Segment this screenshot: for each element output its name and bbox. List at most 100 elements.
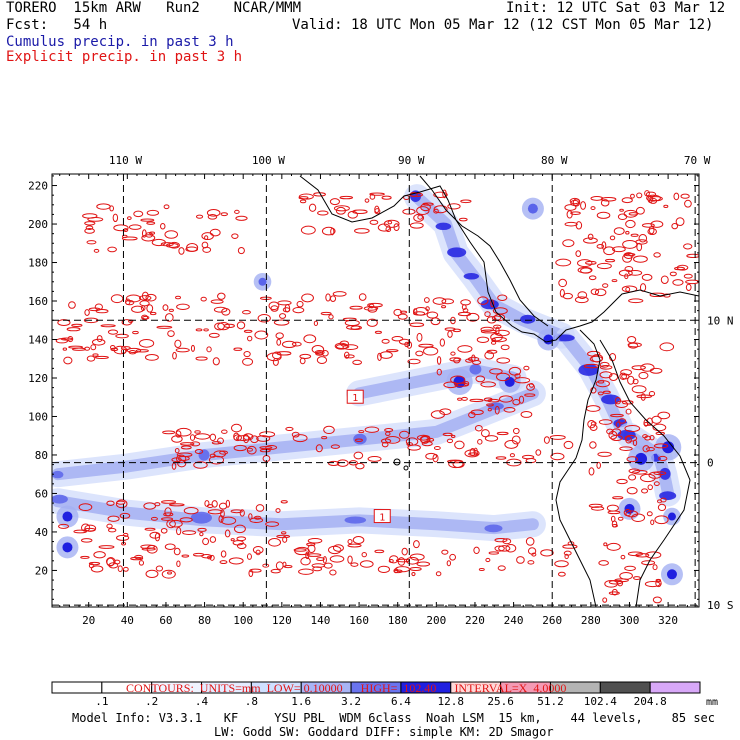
explicit-contour bbox=[335, 206, 346, 215]
explicit-contour bbox=[315, 444, 323, 453]
explicit-contour bbox=[587, 420, 596, 429]
explicit-contour bbox=[625, 408, 632, 415]
explicit-contour bbox=[641, 488, 649, 494]
explicit-contour bbox=[321, 436, 328, 440]
explicit-contour bbox=[239, 509, 245, 517]
contour-high: HIGH= 102.40 bbox=[360, 681, 437, 695]
explicit-contour bbox=[112, 213, 119, 223]
andes-ridge bbox=[599, 339, 691, 607]
lat-label: 10 S bbox=[707, 599, 734, 612]
explicit-contour bbox=[574, 296, 589, 304]
cumulus-core bbox=[469, 363, 482, 375]
cumulus-cell bbox=[453, 375, 466, 388]
explicit-contour bbox=[299, 353, 312, 359]
explicit-contour bbox=[484, 351, 495, 360]
explicit-contour bbox=[433, 205, 448, 214]
cumulus-cell bbox=[504, 376, 515, 387]
explicit-contour bbox=[614, 578, 629, 583]
explicit-contour bbox=[420, 436, 430, 444]
explicit-contour bbox=[301, 293, 314, 303]
explicit-contour bbox=[176, 560, 181, 568]
explicit-contour bbox=[449, 553, 456, 561]
forecast-hour: Fcst: 54 h bbox=[6, 17, 108, 33]
explicit-contour bbox=[497, 294, 508, 302]
explicit-contour bbox=[305, 551, 310, 560]
explicit-contour bbox=[672, 279, 684, 286]
y-tick-label: 60 bbox=[35, 487, 48, 500]
valid-time: Valid: 18 UTC Mon 05 Mar 12 (12 CST Mon … bbox=[292, 17, 714, 33]
explicit-contour bbox=[254, 330, 269, 340]
explicit-contour bbox=[550, 452, 565, 461]
cumulus-cell bbox=[62, 542, 73, 553]
explicit-contour bbox=[369, 219, 379, 225]
explicit-contour bbox=[242, 357, 254, 366]
explicit-contour bbox=[320, 311, 332, 316]
explicit-contour bbox=[194, 449, 204, 454]
explicit-contour bbox=[369, 193, 376, 200]
explicit-contour bbox=[149, 311, 157, 316]
explicit-contour bbox=[347, 555, 353, 564]
explicit-contour bbox=[606, 542, 621, 551]
explicit-contour bbox=[174, 447, 180, 454]
lon-label: 100 W bbox=[252, 154, 285, 167]
cumulus-core bbox=[198, 449, 210, 461]
explicit-contour bbox=[617, 516, 624, 521]
explicit-contour bbox=[457, 345, 473, 353]
explicit-contour bbox=[480, 429, 490, 438]
explicit-contour bbox=[175, 430, 182, 438]
explicit-contour bbox=[494, 405, 500, 415]
explicit-contour bbox=[498, 395, 513, 403]
explicit-contour bbox=[469, 398, 484, 403]
contour-info: CONTOURS: UNITS=mm LOW= 0.10000 HIGH= 10… bbox=[120, 666, 566, 696]
explicit-contour bbox=[588, 503, 603, 508]
explicit-contour bbox=[600, 199, 610, 207]
explicit-contour bbox=[195, 214, 204, 219]
explicit-contour bbox=[642, 434, 648, 439]
explicit-contour bbox=[185, 246, 199, 252]
explicit-contour bbox=[230, 538, 235, 542]
y-tick-label: 40 bbox=[35, 526, 48, 539]
explicit-contour bbox=[638, 233, 648, 243]
cumulus-core bbox=[463, 272, 480, 280]
explicit-contour bbox=[160, 517, 174, 521]
explicit-contour bbox=[273, 319, 290, 326]
explicit-contour bbox=[135, 349, 149, 353]
explicit-contour bbox=[347, 543, 362, 548]
colorbar-swatch bbox=[599, 681, 651, 694]
explicit-contour bbox=[540, 549, 554, 557]
explicit-contour bbox=[393, 223, 400, 232]
cumulus-cell bbox=[635, 452, 648, 465]
explicit-contour bbox=[199, 532, 204, 537]
explicit-contour bbox=[495, 372, 511, 382]
explicit-contour bbox=[685, 283, 692, 292]
explicit-contour bbox=[598, 419, 613, 425]
explicit-contour bbox=[116, 534, 130, 541]
explicit-contour bbox=[487, 407, 492, 412]
explicit-contour bbox=[140, 218, 155, 222]
explicit-contour bbox=[477, 296, 489, 305]
explicit-contour bbox=[292, 434, 308, 443]
explicit-contour bbox=[206, 209, 221, 217]
explicit-contour bbox=[249, 517, 264, 523]
explicit-contour bbox=[161, 569, 176, 579]
explicit-contour bbox=[608, 591, 620, 595]
explicit-contour bbox=[580, 267, 592, 274]
explicit-contour bbox=[206, 346, 212, 353]
explicit-contour bbox=[381, 195, 392, 200]
explicit-contour bbox=[625, 230, 630, 235]
lon-label: 110 W bbox=[109, 154, 142, 167]
x-tick-label: 200 bbox=[426, 614, 446, 627]
explicit-contour bbox=[180, 445, 192, 450]
explicit-contour bbox=[640, 473, 656, 483]
explicit-contour bbox=[138, 560, 145, 566]
explicit-contour bbox=[590, 206, 596, 211]
explicit-contour bbox=[433, 445, 441, 450]
explicit-contour bbox=[417, 214, 423, 220]
explicit-contour bbox=[176, 526, 182, 536]
explicit-contour bbox=[660, 275, 669, 284]
explicit-contour bbox=[502, 538, 512, 545]
explicit-contour bbox=[401, 547, 408, 556]
explicit-contour bbox=[217, 322, 230, 331]
explicit-contour bbox=[478, 568, 485, 572]
